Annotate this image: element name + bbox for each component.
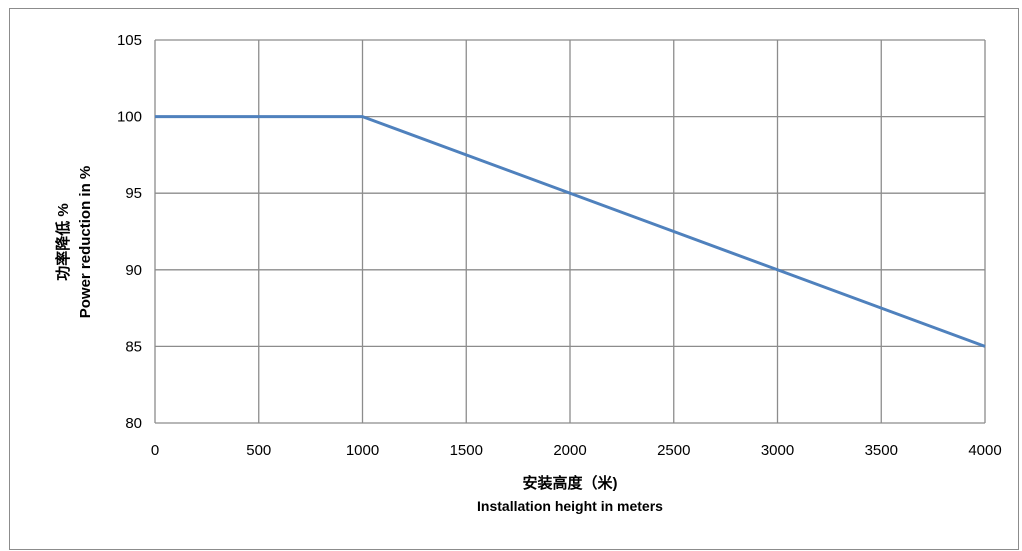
y-axis-ticks: 80 85 90 95 100 105 <box>117 32 142 432</box>
y-tick-label: 100 <box>117 109 142 126</box>
series-layer <box>155 115 986 348</box>
grid <box>154 39 986 424</box>
y-tick-label: 80 <box>125 415 142 432</box>
x-axis-title-en: Installation height in meters <box>477 498 663 514</box>
y-axis-title: 功率降低 % <box>54 203 72 281</box>
x-tick-label: 0 <box>151 442 159 459</box>
x-tick-label: 2500 <box>657 442 690 459</box>
chart-frame: 0 500 1000 1500 2000 2500 3000 3500 4000 80 85 90 9… <box>9 8 1019 550</box>
x-tick-label: 1000 <box>346 442 379 459</box>
x-tick-label: 3000 <box>761 442 794 459</box>
x-axis-title: 安装高度（米) <box>523 474 618 492</box>
y-tick-label: 95 <box>125 185 142 202</box>
y-tick-label: 90 <box>125 262 142 279</box>
y-tick-label: 105 <box>117 32 142 49</box>
x-tick-label: 1500 <box>450 442 483 459</box>
x-tick-label: 500 <box>246 442 271 459</box>
x-axis-ticks: 0 500 1000 1500 2000 2500 3000 3500 4000 <box>151 442 1002 459</box>
x-tick-label: 3500 <box>865 442 898 459</box>
y-axis-title-en: Power reduction in % <box>77 166 94 319</box>
y-tick-label: 85 <box>125 338 142 355</box>
x-tick-label: 4000 <box>968 442 1001 459</box>
series-line <box>155 115 986 348</box>
power-reduction-chart: 0 500 1000 1500 2000 2500 3000 3500 4000 80 85 90 9… <box>54 32 1002 514</box>
x-tick-label: 2000 <box>553 442 586 459</box>
